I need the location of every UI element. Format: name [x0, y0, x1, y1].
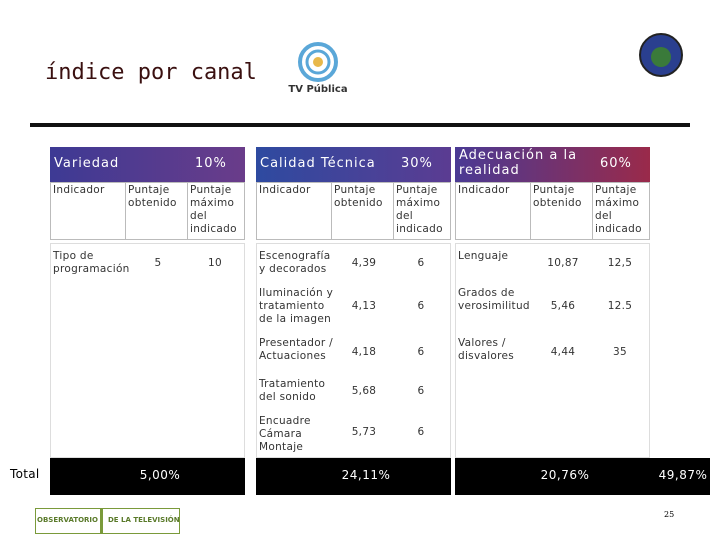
footer-logo [35, 508, 180, 534]
panel-total-cell [256, 458, 451, 495]
score: 5 [154, 256, 162, 269]
column-header: Puntaje máximo del indicado [595, 184, 642, 235]
logo-ring [298, 42, 338, 82]
column-divider [125, 182, 126, 240]
emblem [639, 33, 683, 77]
column-header: Puntaje obtenido [128, 184, 177, 209]
score: 10,87 [547, 256, 579, 269]
column-header: Indicador [458, 184, 510, 196]
indicator: Iluminación y tratamiento de la imagen [259, 287, 334, 325]
total-label: Total [10, 467, 40, 481]
logo-sun [313, 57, 323, 67]
column-header: Indicador [259, 184, 311, 196]
panel-body [455, 243, 650, 458]
panel-weight: 30% [401, 156, 433, 171]
score: 4,13 [351, 300, 377, 312]
column-header: Puntaje máximo del indicado [396, 184, 443, 235]
panel-weight: 10% [195, 156, 227, 171]
indicator: Tipo de programación [53, 250, 130, 275]
panel-header [50, 147, 245, 182]
panel-weight: 60% [600, 156, 632, 171]
score: 4,44 [550, 345, 576, 358]
page-number: 25 [664, 510, 675, 519]
indicator: Presentador / Actuaciones [259, 337, 334, 362]
indicator: Tratamiento del sonido [259, 378, 326, 403]
column-header-box [256, 182, 451, 240]
indicator: Lenguaje [458, 250, 509, 262]
column-divider [331, 182, 332, 240]
title: índice por canal [45, 60, 257, 85]
tv-logo: TV Pública [288, 42, 348, 95]
column-divider [530, 182, 531, 240]
panel-total: 24,11% [341, 468, 391, 482]
footer-logo-left: OBSERVATORIO [37, 516, 98, 524]
panel-header [256, 147, 451, 182]
column-divider [187, 182, 188, 240]
max-score: 12.5 [607, 300, 633, 312]
indicator: Encuadre Cámara Montaje [259, 415, 311, 453]
score: 5,46 [550, 300, 576, 312]
score: 5,73 [351, 425, 377, 438]
panel-body [50, 243, 245, 458]
max-score: 35 [613, 345, 627, 358]
emblem-center [651, 47, 671, 67]
panel-total: 20,76% [540, 468, 590, 482]
panel-name: Calidad Técnica [260, 156, 376, 171]
max-score: 6 [417, 425, 425, 438]
max-score: 6 [417, 345, 425, 358]
score: 4,18 [351, 345, 377, 358]
panel-name: Adecuación a la realidad [459, 148, 578, 178]
column-divider [393, 182, 394, 240]
column-header-box [455, 182, 650, 240]
column-header: Puntaje obtenido [533, 184, 582, 209]
footer-logo-right: DE LA TELEVISIÓN [108, 516, 180, 524]
max-score: 6 [417, 384, 425, 397]
divider [30, 123, 690, 127]
logo-ring [305, 49, 331, 75]
grand-total-cell [648, 458, 710, 495]
column-header: Indicador [53, 184, 105, 196]
logo-text: TV Pública [288, 83, 347, 95]
max-score: 6 [417, 300, 425, 312]
score: 5,68 [351, 384, 377, 397]
column-header: Puntaje máximo del indicado [190, 184, 237, 235]
panel-total-cell [455, 458, 650, 495]
panel-body [256, 243, 451, 458]
panel-total-cell [50, 458, 245, 495]
max-score: 6 [417, 256, 425, 269]
panel-header [455, 147, 650, 182]
max-score: 12,5 [607, 256, 633, 269]
panel-name: Variedad [54, 156, 120, 171]
indicator: Valores / disvalores [458, 337, 515, 362]
panel-total: 5,00% [139, 468, 181, 482]
grand-total: 49,87% [658, 468, 708, 482]
footer-logo-bar [100, 508, 103, 534]
column-header-box [50, 182, 245, 240]
score: 4,39 [351, 256, 377, 269]
column-header: Puntaje obtenido [334, 184, 383, 209]
indicator: Escenografía y decorados [259, 250, 331, 275]
column-divider [592, 182, 593, 240]
indicator: Grados de verosimilitud [458, 287, 530, 312]
max-score: 10 [208, 256, 222, 269]
